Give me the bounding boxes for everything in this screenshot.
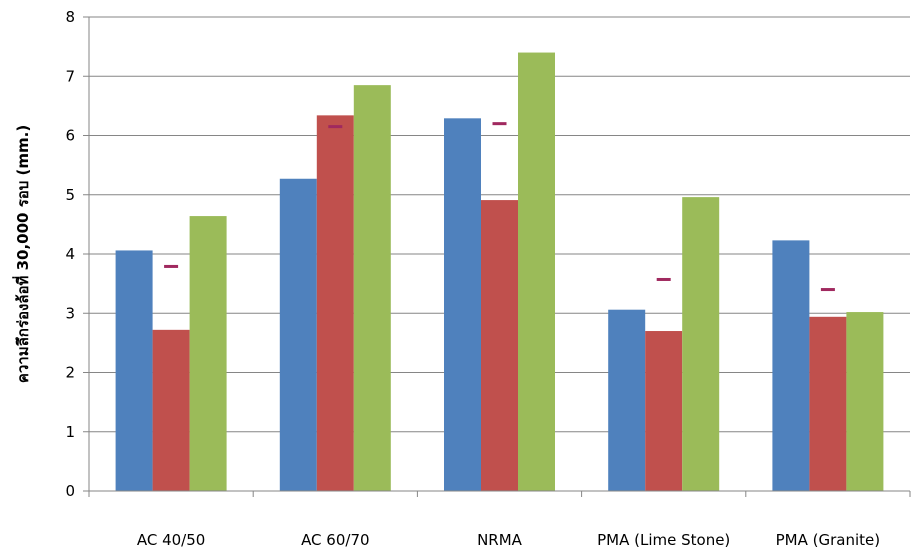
bar (115, 250, 153, 491)
average-marker (656, 277, 671, 281)
x-category-label: PMA (Lime Stone) (597, 531, 730, 549)
bar (608, 309, 646, 491)
average-markers (164, 122, 835, 292)
bar (772, 240, 810, 491)
bar (152, 329, 190, 491)
average-marker (164, 264, 179, 268)
bar (444, 118, 481, 491)
y-tick-label: 7 (65, 67, 75, 85)
bar (645, 331, 683, 491)
x-category-labels: AC 40/50 AC 60/70 NRMA PMA (Lime Stone) PMA … (137, 531, 880, 549)
y-tick-label: 6 (65, 127, 75, 145)
y-tick-label: 5 (65, 186, 75, 204)
y-tick-label: 8 (65, 8, 75, 26)
x-category-label: PMA (Granite) (776, 531, 881, 549)
average-marker (328, 125, 343, 129)
y-tick-label: 1 (65, 423, 75, 441)
y-axis-label: ความลึกร่องล้อที่ 30,000 รอบ (mm.) (12, 125, 32, 383)
bar (189, 216, 227, 491)
bar (316, 115, 354, 491)
x-category-label: NRMA (477, 531, 523, 549)
bar (809, 316, 847, 491)
bar (279, 178, 317, 491)
bars (115, 52, 884, 492)
y-tick-label: 3 (65, 304, 75, 322)
axes (83, 16, 911, 497)
bar (518, 52, 555, 492)
bar (846, 312, 884, 491)
average-marker (820, 288, 835, 292)
x-category-label: AC 60/70 (301, 531, 369, 549)
average-marker (492, 122, 507, 126)
bar (353, 85, 391, 491)
bar (481, 200, 518, 491)
x-category-label: AC 40/50 (137, 531, 205, 549)
y-tick-labels: 0 1 2 3 4 5 6 7 8 (65, 8, 75, 500)
y-tick-label: 2 (65, 364, 75, 382)
y-tick-label: 4 (65, 245, 75, 263)
bar (682, 197, 720, 491)
y-tick-label: 0 (65, 482, 75, 500)
